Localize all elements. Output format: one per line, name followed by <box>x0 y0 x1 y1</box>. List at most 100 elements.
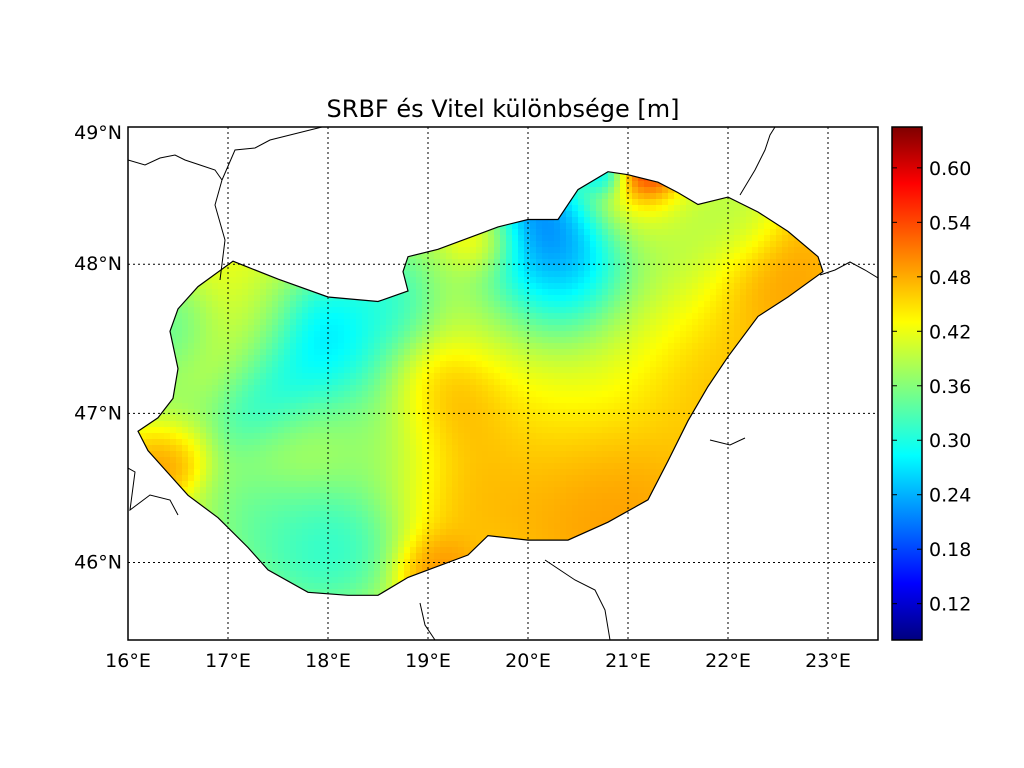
heatmap-cell <box>326 577 333 584</box>
heatmap-cell <box>308 151 315 158</box>
heatmap-cell <box>194 439 201 446</box>
heatmap-cell <box>290 229 297 236</box>
heatmap-cell <box>452 595 459 596</box>
heatmap-cell <box>206 211 213 218</box>
heatmap-cell <box>236 595 243 596</box>
heatmap-cell <box>140 451 147 458</box>
heatmap-cell <box>206 487 213 494</box>
heatmap-cell <box>182 283 189 290</box>
heatmap-cell <box>164 193 171 200</box>
heatmap-cell <box>344 403 351 410</box>
heatmap-cell <box>314 283 321 290</box>
heatmap-cell <box>272 409 279 416</box>
heatmap-cell <box>146 199 153 206</box>
heatmap-cell <box>452 511 459 518</box>
heatmap-cell <box>194 217 201 224</box>
heatmap-cell <box>326 295 333 302</box>
heatmap-cell <box>164 253 171 260</box>
heatmap-cell <box>422 397 429 404</box>
heatmap-cell <box>314 271 321 278</box>
heatmap-cell <box>410 607 417 614</box>
heatmap-cell <box>200 319 207 326</box>
heatmap-cell <box>290 553 297 560</box>
heatmap-cell <box>350 481 357 488</box>
heatmap-cell <box>470 631 477 638</box>
heatmap-cell <box>188 415 195 422</box>
heatmap-cell <box>350 433 357 440</box>
heatmap-cell <box>146 601 153 608</box>
heatmap-cell <box>194 277 201 284</box>
heatmap-cell <box>152 337 159 344</box>
heatmap-cell <box>140 565 147 572</box>
heatmap-cell <box>236 217 243 224</box>
heatmap-cell <box>434 193 441 200</box>
heatmap-cell <box>458 187 465 194</box>
heatmap-cell <box>452 445 459 452</box>
heatmap-cell <box>320 487 327 494</box>
heatmap-cell <box>422 241 429 248</box>
heatmap-cell <box>356 469 363 476</box>
heatmap-cell <box>326 439 333 446</box>
heatmap-cell <box>374 493 381 500</box>
heatmap-cell <box>458 589 465 596</box>
heatmap-cell <box>188 397 195 404</box>
heatmap-cell <box>278 553 285 560</box>
heatmap-cell <box>368 271 375 278</box>
heatmap-cell <box>254 613 261 620</box>
heatmap-cell <box>182 451 189 458</box>
heatmap-cell <box>446 235 453 242</box>
heatmap-cell <box>386 217 393 224</box>
heatmap-cell <box>380 211 387 218</box>
heatmap-cell <box>170 445 177 452</box>
heatmap-cell <box>290 175 297 182</box>
heatmap-cell <box>290 547 297 554</box>
heatmap-cell <box>218 391 225 398</box>
heatmap-cell <box>170 409 177 416</box>
heatmap-cell <box>368 499 375 506</box>
heatmap-cell <box>422 559 429 566</box>
heatmap-cell <box>380 397 387 404</box>
heatmap-cell <box>248 301 255 308</box>
heatmap-cell <box>452 439 459 446</box>
heatmap-cell <box>464 331 471 338</box>
heatmap-cell <box>338 481 345 488</box>
heatmap-cell <box>248 373 255 380</box>
heatmap-cell <box>410 505 417 512</box>
heatmap-cell <box>386 199 393 206</box>
heatmap-cell <box>392 439 399 446</box>
heatmap-cell <box>164 139 171 146</box>
heatmap-cell <box>218 331 225 338</box>
heatmap-cell <box>392 145 399 152</box>
heatmap-cell <box>284 505 291 512</box>
heatmap-cell <box>138 409 141 416</box>
heatmap-cell <box>152 511 159 518</box>
heatmap-cell <box>326 145 333 152</box>
heatmap-cell <box>326 337 333 344</box>
heatmap-cell <box>290 523 297 530</box>
heatmap-cell <box>338 433 345 440</box>
heatmap-cell <box>296 439 303 446</box>
heatmap-cell <box>398 595 405 596</box>
heatmap-cell <box>152 445 159 452</box>
heatmap-cell <box>314 511 321 518</box>
heatmap-cell <box>308 301 315 308</box>
heatmap-cell <box>140 139 147 146</box>
heatmap-cell <box>128 511 135 518</box>
heatmap-cell <box>452 193 459 200</box>
heatmap-cell <box>200 193 207 200</box>
heatmap-cell <box>368 475 375 482</box>
heatmap-cell <box>392 283 399 290</box>
heatmap-cell <box>266 187 273 194</box>
heatmap-cell <box>224 583 231 590</box>
heatmap-cell <box>380 445 387 452</box>
heatmap-cell <box>344 235 351 242</box>
heatmap-cell <box>230 421 237 428</box>
heatmap-cell <box>182 553 189 560</box>
heatmap-cell <box>356 601 363 608</box>
heatmap-cell <box>452 547 459 554</box>
heatmap-cell <box>230 301 237 308</box>
heatmap-cell <box>164 607 171 614</box>
heatmap-cell <box>440 343 447 350</box>
heatmap-cell <box>338 619 345 626</box>
heatmap-cell <box>224 601 231 608</box>
